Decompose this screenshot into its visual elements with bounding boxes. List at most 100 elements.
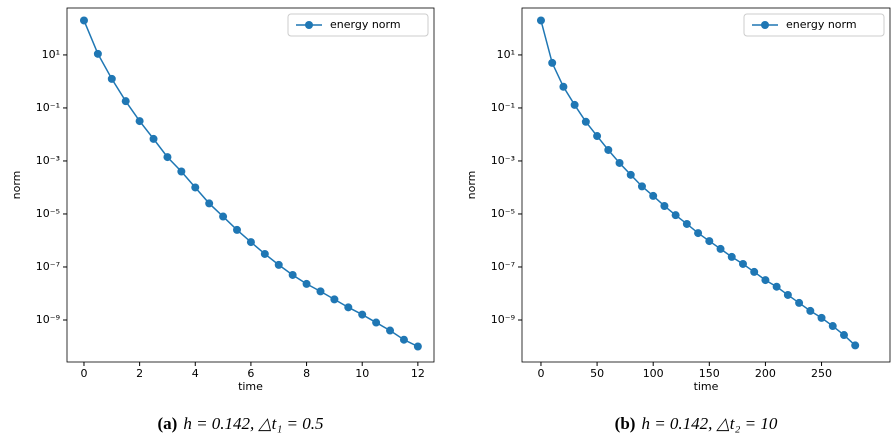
- caption-label: (a): [158, 414, 178, 433]
- plot-frame: [66, 7, 435, 363]
- x-tick-label: 200: [755, 367, 776, 380]
- plot-frame: [521, 7, 891, 363]
- data-point: [135, 117, 144, 126]
- legend-marker: [305, 21, 313, 29]
- data-point: [671, 211, 680, 220]
- series-line: [540, 20, 856, 346]
- data-point: [570, 100, 579, 109]
- data-point: [386, 326, 395, 335]
- data-point: [806, 306, 815, 315]
- y-tick-label: 10¹: [497, 48, 515, 61]
- data-point: [177, 167, 186, 176]
- x-tick-label: 250: [811, 367, 832, 380]
- data-point: [358, 310, 367, 319]
- data-point: [649, 191, 658, 200]
- caption-text: h = 0.142, △t₁ = 0.5: [183, 414, 323, 433]
- data-point: [260, 249, 269, 258]
- data-point: [750, 267, 759, 276]
- caption-text: h = 0.142, △t₂ = 10: [641, 414, 777, 433]
- y-tick-label: 10⁻⁷: [36, 260, 60, 273]
- caption: (b) h = 0.142, △t₂ = 10: [615, 414, 778, 433]
- y-tick-label: 10¹: [42, 48, 60, 61]
- x-axis-label: time: [238, 380, 263, 393]
- x-tick-label: 150: [699, 367, 720, 380]
- data-point: [626, 170, 635, 179]
- y-tick-label: 10⁻⁹: [36, 313, 60, 326]
- y-tick-label: 10⁻⁵: [491, 207, 515, 220]
- caption-label: (b): [615, 414, 636, 433]
- data-point: [581, 117, 590, 126]
- data-point: [761, 276, 770, 285]
- data-point: [302, 279, 311, 288]
- data-point: [637, 182, 646, 191]
- y-axis-label: norm: [465, 171, 478, 200]
- data-point: [559, 82, 568, 91]
- y-tick-label: 10⁻¹: [491, 101, 515, 114]
- series-line: [83, 20, 419, 348]
- data-point: [738, 259, 747, 268]
- data-point: [163, 153, 172, 162]
- data-point: [795, 298, 804, 307]
- x-tick-label: 2: [136, 367, 143, 380]
- data-point: [93, 49, 102, 58]
- data-point: [660, 201, 669, 210]
- data-point: [330, 295, 339, 304]
- x-tick-label: 0: [537, 367, 544, 380]
- data-point: [149, 134, 158, 143]
- legend-label: energy norm: [330, 18, 401, 31]
- data-point: [604, 145, 613, 154]
- data-point: [682, 219, 691, 228]
- y-tick-label: 10⁻⁷: [491, 260, 515, 273]
- y-tick-label: 10⁻¹: [36, 101, 60, 114]
- legend-box: [287, 13, 429, 37]
- data-point: [344, 303, 353, 312]
- data-point: [191, 183, 200, 192]
- legend-label: energy norm: [786, 18, 857, 31]
- data-point: [772, 282, 781, 291]
- data-point: [219, 212, 228, 221]
- data-point: [316, 287, 325, 296]
- data-point: [615, 158, 624, 167]
- data-point: [372, 318, 381, 327]
- y-tick-label: 10⁻³: [491, 154, 515, 167]
- data-point: [817, 313, 826, 322]
- data-point: [107, 74, 116, 83]
- data-point: [548, 58, 557, 67]
- data-point: [783, 290, 792, 299]
- data-point: [716, 244, 725, 253]
- data-point: [413, 342, 422, 351]
- data-point: [705, 237, 714, 246]
- data-point: [851, 341, 860, 350]
- x-tick-label: 50: [590, 367, 604, 380]
- x-tick-label: 6: [247, 367, 254, 380]
- y-tick-label: 10⁻⁹: [491, 313, 515, 326]
- x-tick-label: 12: [411, 367, 425, 380]
- data-point: [536, 16, 545, 25]
- data-point: [246, 238, 255, 247]
- data-point: [727, 252, 736, 261]
- x-tick-label: 8: [303, 367, 310, 380]
- legend-marker: [761, 21, 769, 29]
- data-point: [694, 229, 703, 238]
- y-tick-label: 10⁻⁵: [36, 207, 60, 220]
- data-point: [288, 270, 297, 279]
- x-tick-label: 100: [643, 367, 664, 380]
- y-axis-label: norm: [10, 171, 23, 200]
- x-tick-label: 0: [80, 367, 87, 380]
- y-tick-label: 10⁻³: [36, 154, 60, 167]
- data-point: [593, 132, 602, 141]
- data-point: [233, 225, 242, 234]
- caption: (a) h = 0.142, △t₁ = 0.5: [158, 414, 324, 433]
- data-point: [839, 331, 848, 340]
- data-point: [205, 199, 214, 208]
- data-point: [274, 260, 283, 269]
- data-point: [121, 97, 130, 106]
- x-tick-label: 4: [192, 367, 199, 380]
- data-point: [399, 335, 408, 344]
- x-axis-label: time: [694, 380, 719, 393]
- data-point: [79, 16, 88, 25]
- x-tick-label: 10: [355, 367, 369, 380]
- legend-box: [743, 13, 885, 37]
- data-point: [828, 322, 837, 331]
